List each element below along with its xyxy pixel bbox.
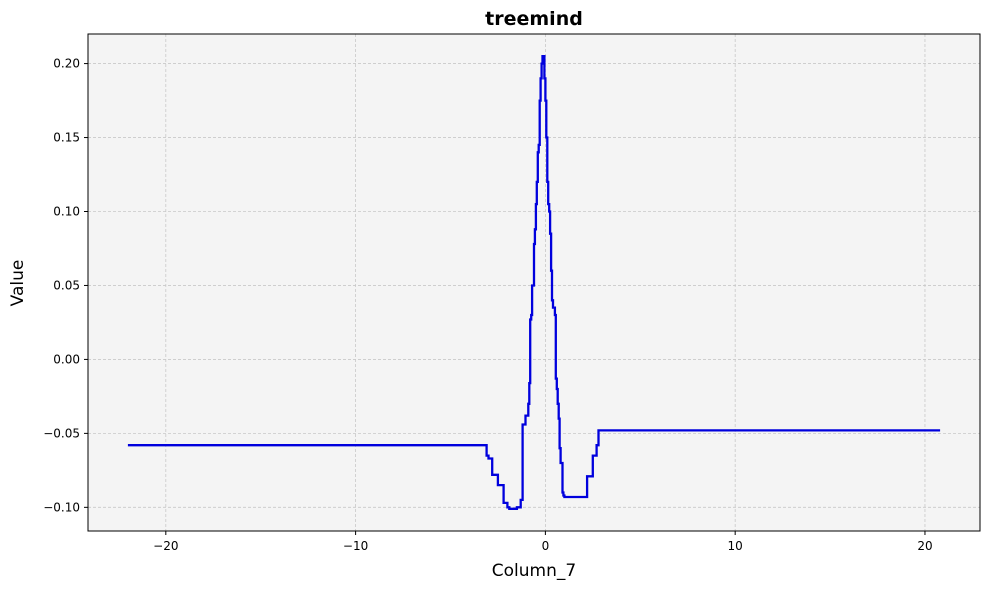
y-tick-label: 0.05	[53, 278, 80, 292]
y-tick-label: 0.00	[53, 352, 80, 366]
y-axis-label: Value	[8, 260, 28, 307]
x-tick-label: 0	[542, 539, 550, 553]
x-tick-label: −10	[343, 539, 368, 553]
y-tick-label: −0.05	[43, 426, 80, 440]
y-tick-label: 0.10	[53, 205, 80, 219]
series-line	[127, 55, 941, 510]
y-tick-label: 0.15	[53, 131, 80, 145]
series-layer	[127, 55, 941, 510]
x-axis-ticks: −20 −10 0 10 20	[153, 531, 933, 553]
y-axis-ticks: −0.10 −0.05 0.00 0.05 0.10 0.15 0.20	[43, 57, 88, 514]
x-tick-label: 20	[917, 539, 932, 553]
plot-frame	[87, 33, 981, 532]
y-tick-label: 0.20	[53, 57, 80, 71]
y-tick-label: −0.10	[43, 500, 80, 514]
x-axis-label: Column_7	[492, 561, 576, 581]
chart-title: treemind	[485, 8, 583, 30]
x-tick-label: −20	[153, 539, 178, 553]
x-tick-label: 10	[728, 539, 743, 553]
